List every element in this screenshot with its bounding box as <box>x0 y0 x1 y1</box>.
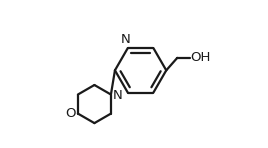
Text: N: N <box>121 33 131 46</box>
Text: OH: OH <box>191 51 211 64</box>
Text: N: N <box>113 89 123 102</box>
Text: O: O <box>65 107 76 120</box>
